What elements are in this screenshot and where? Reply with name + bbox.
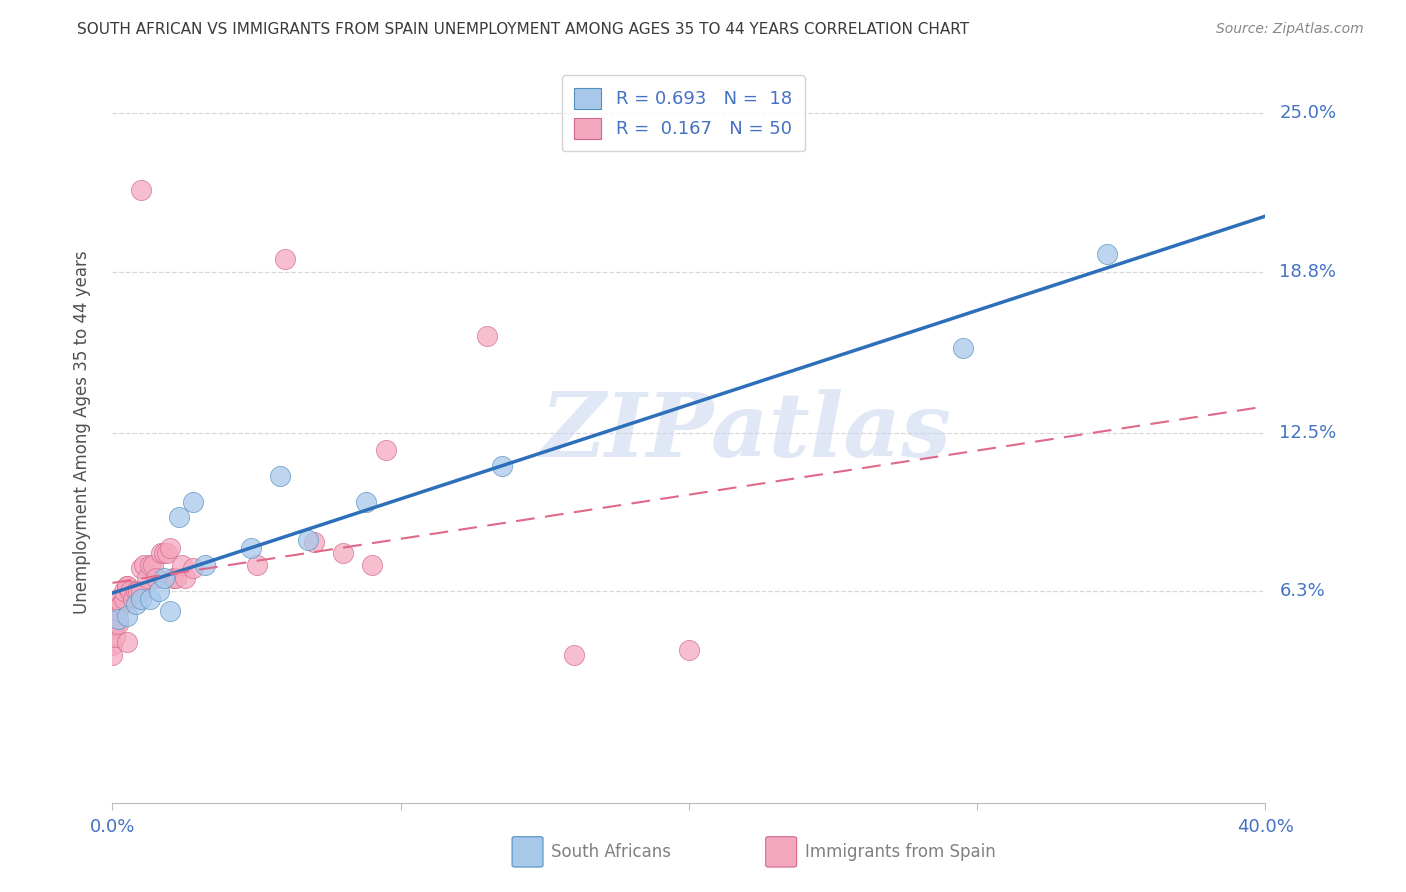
Point [136, 571, 159, 585]
Point [156, 546, 179, 560]
Point [375, 443, 398, 458]
Point [1095, 247, 1118, 261]
Point [129, 583, 153, 598]
Point [159, 541, 181, 555]
Legend: R = 0.693   N =  18, R =  0.167   N = 50: R = 0.693 N = 18, R = 0.167 N = 50 [562, 75, 804, 151]
Point [101, 638, 124, 652]
Point [127, 583, 149, 598]
Point [115, 579, 138, 593]
Point [104, 617, 127, 632]
Point [139, 591, 162, 606]
Point [129, 183, 153, 197]
Point [173, 571, 195, 585]
Point [107, 617, 129, 632]
Text: 18.8%: 18.8% [1279, 263, 1336, 281]
Point [142, 558, 165, 573]
Point [118, 583, 141, 598]
Point [678, 642, 700, 657]
Point [104, 617, 127, 632]
Point [115, 579, 138, 593]
Point [304, 535, 326, 549]
Point [562, 648, 585, 662]
Point [297, 533, 319, 547]
Point [110, 597, 132, 611]
Text: SOUTH AFRICAN VS IMMIGRANTS FROM SPAIN UNEMPLOYMENT AMONG AGES 35 TO 44 YEARS CO: SOUTH AFRICAN VS IMMIGRANTS FROM SPAIN U… [77, 22, 970, 37]
Point [159, 604, 181, 618]
Text: 6.3%: 6.3% [1279, 582, 1324, 600]
Point [148, 583, 170, 598]
Point [491, 458, 513, 473]
Point [153, 571, 176, 585]
Point [124, 597, 146, 611]
Point [101, 617, 124, 632]
Point [101, 622, 124, 636]
Point [239, 541, 262, 555]
Point [129, 561, 153, 575]
Point [269, 469, 291, 483]
Text: Immigrants from Spain: Immigrants from Spain [806, 843, 995, 861]
Point [475, 328, 499, 343]
Point [110, 597, 132, 611]
Text: 25.0%: 25.0% [1279, 104, 1337, 122]
Point [332, 546, 354, 560]
Y-axis label: Unemployment Among Ages 35 to 44 years: Unemployment Among Ages 35 to 44 years [73, 251, 91, 615]
Point [181, 494, 204, 508]
Point [101, 648, 124, 662]
Point [165, 571, 187, 585]
Point [134, 558, 156, 573]
Point [360, 558, 382, 573]
Point [101, 617, 124, 632]
Text: South Africans: South Africans [551, 843, 672, 861]
Point [153, 546, 176, 560]
Point [121, 591, 143, 606]
Point [150, 546, 173, 560]
Point [246, 558, 269, 573]
Point [115, 635, 138, 649]
Point [145, 571, 167, 585]
Point [952, 342, 974, 356]
Point [170, 558, 193, 573]
Point [129, 591, 153, 606]
Point [104, 630, 127, 644]
Point [124, 583, 146, 598]
Point [107, 604, 129, 618]
Point [115, 609, 138, 624]
Point [107, 591, 129, 606]
Point [101, 617, 124, 632]
Point [101, 617, 124, 632]
Point [274, 252, 297, 266]
Point [139, 558, 162, 573]
Point [194, 558, 217, 573]
Point [162, 571, 184, 585]
Text: 12.5%: 12.5% [1279, 424, 1337, 442]
Text: Source: ZipAtlas.com: Source: ZipAtlas.com [1216, 22, 1364, 37]
Text: ZIPatlas: ZIPatlas [541, 390, 952, 475]
Point [112, 591, 135, 606]
Point [107, 612, 129, 626]
Point [112, 583, 135, 598]
Point [181, 561, 204, 575]
Point [167, 509, 190, 524]
Point [354, 494, 377, 508]
